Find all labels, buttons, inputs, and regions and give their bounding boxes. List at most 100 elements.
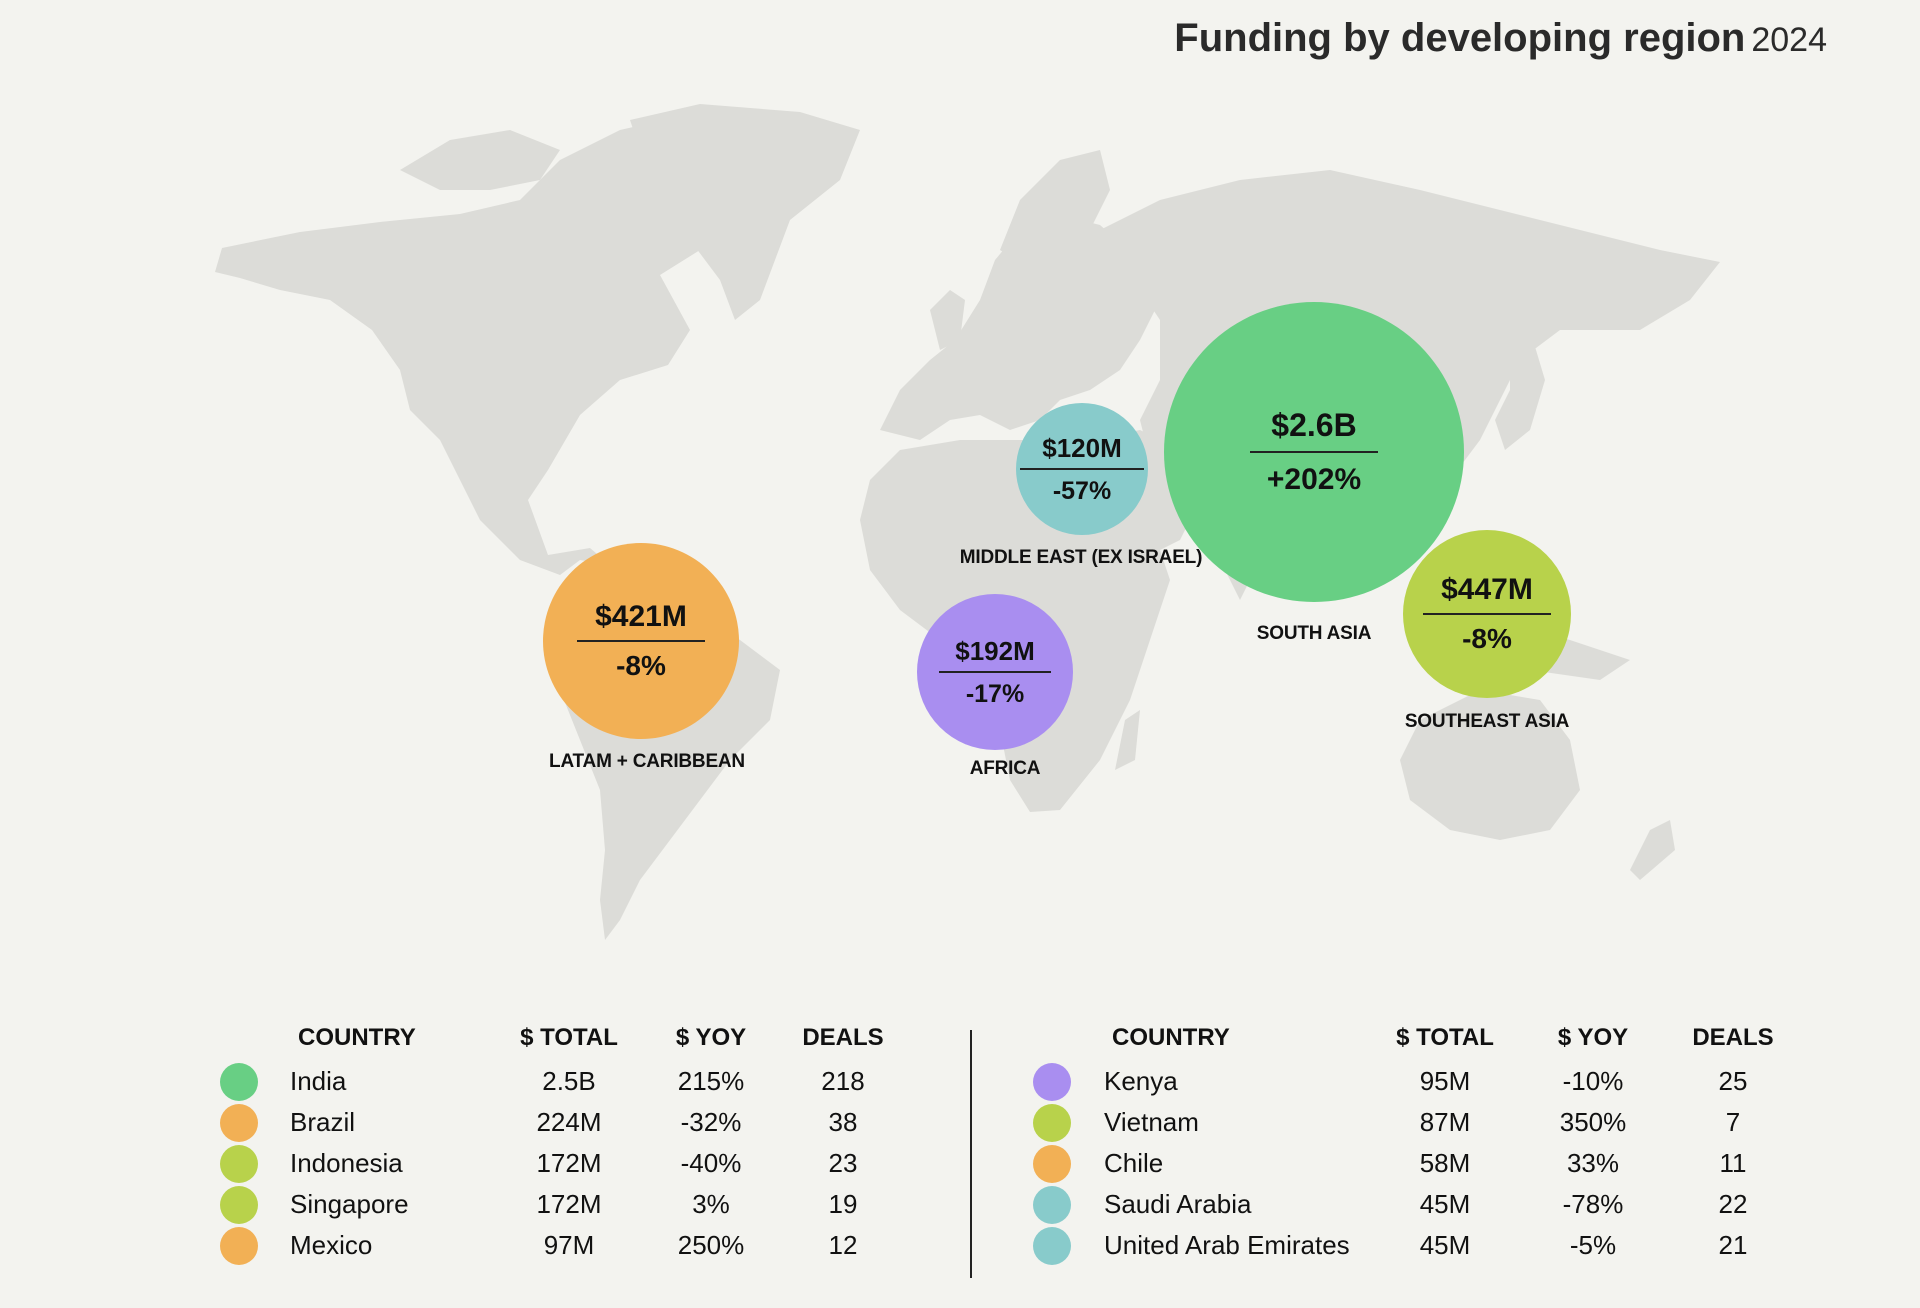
- region-change: -57%: [1052, 476, 1112, 505]
- country-cell: Vietnam: [1104, 1107, 1199, 1137]
- country-cell: India: [290, 1066, 347, 1096]
- deals-cell: 12: [828, 1230, 858, 1260]
- legend-dot: [220, 1227, 258, 1265]
- region-amount: $120M: [1042, 432, 1122, 463]
- madagascar-landmass: [1115, 710, 1140, 770]
- country-cell: Kenya: [1104, 1066, 1178, 1096]
- header-yoy: $ YOY: [675, 1024, 747, 1051]
- total-cell: 2.5B: [542, 1066, 596, 1096]
- region-bubble-south-asia: $2.6B +202%: [1164, 302, 1464, 602]
- europe-landmass: [880, 215, 1160, 440]
- legend-dot: [220, 1104, 258, 1142]
- header-deals: DEALS: [1692, 1024, 1774, 1051]
- deals-cell: 38: [828, 1107, 858, 1137]
- total-cell: 97M: [543, 1230, 595, 1260]
- region-label-southeast-asia: SOUTHEAST ASIA: [1404, 711, 1570, 732]
- deals-cell: 23: [828, 1148, 858, 1178]
- deals-cell: 7: [1725, 1107, 1741, 1137]
- region-amount: $2.6B: [1271, 407, 1357, 443]
- table-row: Brazil 224M -32% 38: [220, 1103, 920, 1144]
- yoy-cell: -10%: [1562, 1066, 1624, 1096]
- uk-landmass: [930, 290, 965, 350]
- region-amount: $421M: [595, 600, 687, 633]
- total-cell: 45M: [1419, 1189, 1471, 1219]
- region-change: -8%: [1462, 623, 1512, 654]
- table-row: Chile 58M 33% 11: [1033, 1144, 1747, 1185]
- yoy-cell: 350%: [1559, 1107, 1627, 1137]
- region-amount: $447M: [1441, 573, 1533, 606]
- country-cell: United Arab Emirates: [1104, 1230, 1350, 1260]
- total-cell: 172M: [536, 1148, 602, 1178]
- deals-cell: 21: [1718, 1230, 1748, 1260]
- table-row: Mexico 97M 250% 12: [220, 1226, 920, 1267]
- region-bubble-latam: $421M -8%: [543, 543, 739, 739]
- total-cell: 95M: [1419, 1066, 1471, 1096]
- total-cell: 224M: [536, 1107, 602, 1137]
- country-table-right: COUNTRY $ TOTAL $ YOY DEALS Kenya 95M -10%…: [1033, 1024, 1774, 1267]
- yoy-cell: -5%: [1569, 1230, 1617, 1260]
- country-table-left: COUNTRY $ TOTAL $ YOY DEALS India 2.5B 215…: [220, 1024, 920, 1267]
- region-bubble-middle-east: $120M -57%: [1016, 403, 1148, 535]
- yoy-cell: -32%: [680, 1107, 742, 1137]
- region-bubble-southeast-asia: $447M -8%: [1403, 530, 1571, 698]
- legend-dot: [220, 1063, 258, 1101]
- table-row: Kenya 95M -10% 25: [1033, 1062, 1747, 1103]
- yoy-cell: 215%: [677, 1066, 745, 1096]
- legend-dot: [220, 1186, 258, 1224]
- region-change: -17%: [965, 679, 1025, 708]
- total-cell: 172M: [536, 1189, 602, 1219]
- greenland-landmass: [630, 104, 860, 320]
- table-row: Saudi Arabia 45M -78% 22: [1033, 1185, 1747, 1226]
- country-cell: Singapore: [290, 1189, 409, 1219]
- deals-cell: 22: [1718, 1189, 1748, 1219]
- region-bubble-africa: $192M -17%: [917, 594, 1073, 750]
- table-row: India 2.5B 215% 218: [220, 1062, 920, 1103]
- table-row: United Arab Emirates 45M -5% 21: [1033, 1226, 1747, 1267]
- map-title: Funding by developing region 2024: [1174, 16, 1827, 61]
- deals-cell: 19: [828, 1189, 858, 1219]
- new-zealand-landmass: [1630, 820, 1675, 880]
- deals-cell: 11: [1719, 1148, 1747, 1178]
- region-divider-rule: [1250, 451, 1378, 453]
- region-label-latam: LATAM + CARIBBEAN: [549, 751, 745, 772]
- region-amount: $192M: [955, 635, 1035, 666]
- yoy-cell: 33%: [1566, 1148, 1620, 1178]
- legend-dot: [1033, 1186, 1071, 1224]
- country-cell: Indonesia: [290, 1148, 403, 1178]
- table-row: Vietnam 87M 350% 7: [1033, 1103, 1740, 1144]
- header-deals: DEALS: [802, 1024, 884, 1051]
- legend-dot: [1033, 1104, 1071, 1142]
- yoy-cell: 3%: [692, 1189, 730, 1219]
- region-change: -8%: [616, 650, 666, 681]
- total-cell: 58M: [1419, 1148, 1471, 1178]
- country-cell: Saudi Arabia: [1104, 1189, 1252, 1219]
- region-divider-rule: [1423, 613, 1551, 615]
- legend-dot: [220, 1145, 258, 1183]
- country-cell: Brazil: [290, 1107, 356, 1137]
- region-divider-rule: [1020, 467, 1144, 470]
- yoy-cell: -78%: [1562, 1189, 1624, 1219]
- title-main: Funding by developing region: [1174, 16, 1746, 60]
- japan-landmass: [1495, 330, 1545, 450]
- header-total: $ TOTAL: [520, 1024, 618, 1051]
- header-total: $ TOTAL: [1396, 1024, 1494, 1051]
- deals-cell: 25: [1718, 1066, 1748, 1096]
- country-cell: Mexico: [290, 1230, 373, 1260]
- header-country: COUNTRY: [1112, 1024, 1230, 1051]
- legend-dot: [1033, 1145, 1071, 1183]
- table-row: Singapore 172M 3% 19: [220, 1185, 920, 1226]
- region-divider-rule: [939, 670, 1051, 673]
- world-map: [215, 104, 1720, 940]
- deals-cell: 218: [821, 1066, 865, 1096]
- yoy-cell: 250%: [677, 1230, 745, 1260]
- region-label-south-asia: SOUTH ASIA: [1256, 623, 1372, 644]
- yoy-cell: -40%: [680, 1148, 742, 1178]
- legend-dot: [1033, 1227, 1071, 1265]
- australia-landmass: [1400, 690, 1580, 840]
- arctic-islands-landmass: [400, 130, 560, 190]
- region-change: +202%: [1266, 463, 1362, 496]
- table-divider: [970, 1030, 972, 1278]
- region-label-africa: AFRICA: [969, 758, 1041, 779]
- header-yoy: $ YOY: [1557, 1024, 1629, 1051]
- north-america-landmass: [215, 112, 780, 575]
